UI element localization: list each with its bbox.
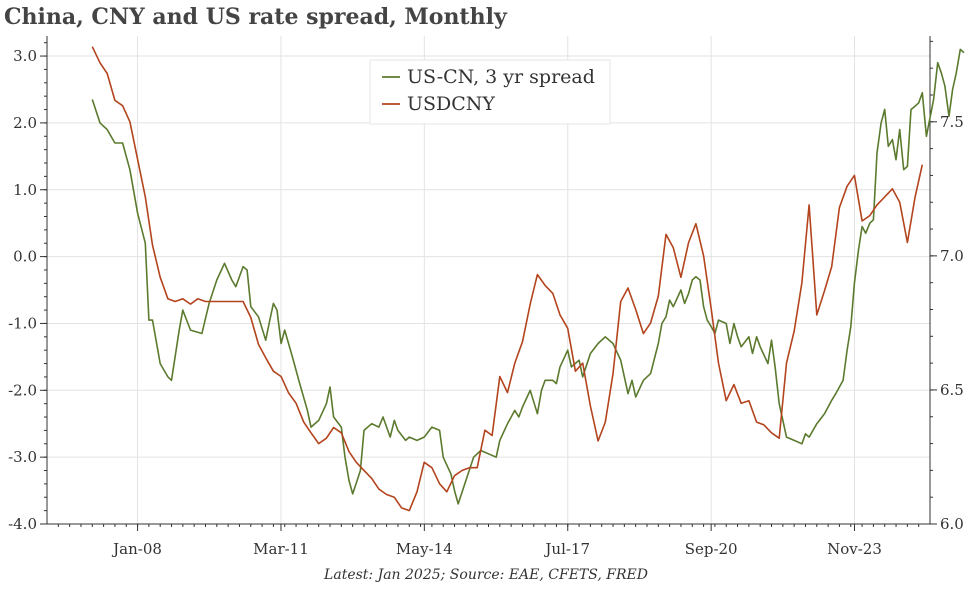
left-tick-label: 0.0 — [13, 248, 37, 266]
right-tick-label: 7.5 — [940, 113, 964, 131]
left-tick-label: 1.0 — [13, 181, 37, 199]
chart-title: China, CNY and US rate spread, Monthly — [4, 4, 507, 30]
left-tick-label: -1.0 — [8, 314, 37, 332]
legend-label: US-CN, 3 yr spread — [407, 66, 595, 88]
x-tick-label: Mar-11 — [253, 540, 309, 558]
series-line-usdcny — [91, 46, 924, 512]
x-tick-label: Jan-08 — [111, 540, 162, 558]
series-line-us-cn-spread — [91, 48, 965, 505]
left-tick-label: 2.0 — [13, 114, 37, 132]
x-tick-label: May-14 — [396, 540, 453, 558]
x-tick-label: Jul-17 — [543, 540, 590, 558]
source-note: Latest: Jan 2025; Source: EAE, CFETS, FR… — [324, 567, 648, 583]
right-tick-label: 7.0 — [940, 247, 964, 265]
x-tick-label: Nov-23 — [827, 540, 882, 558]
series-lines — [91, 46, 965, 512]
grid — [47, 36, 930, 525]
legend: US-CN, 3 yr spread USDCNY — [369, 59, 611, 125]
left-tick-label: -3.0 — [8, 448, 37, 466]
legend-box — [369, 59, 611, 125]
legend-label: USDCNY — [407, 93, 495, 115]
left-tick-label: -4.0 — [8, 515, 37, 533]
left-tick-label: -2.0 — [8, 381, 37, 399]
right-tick-label: 6.5 — [940, 381, 964, 399]
axes: -4.0 -3.0 -2.0 -1.0 0.0 1.0 2.0 3.0 6.0 6.5 7.0 7.5… — [8, 36, 964, 558]
right-tick-label: 6.0 — [940, 515, 964, 533]
left-tick-label: 3.0 — [13, 47, 37, 65]
x-tick-label: Sep-20 — [685, 540, 738, 558]
